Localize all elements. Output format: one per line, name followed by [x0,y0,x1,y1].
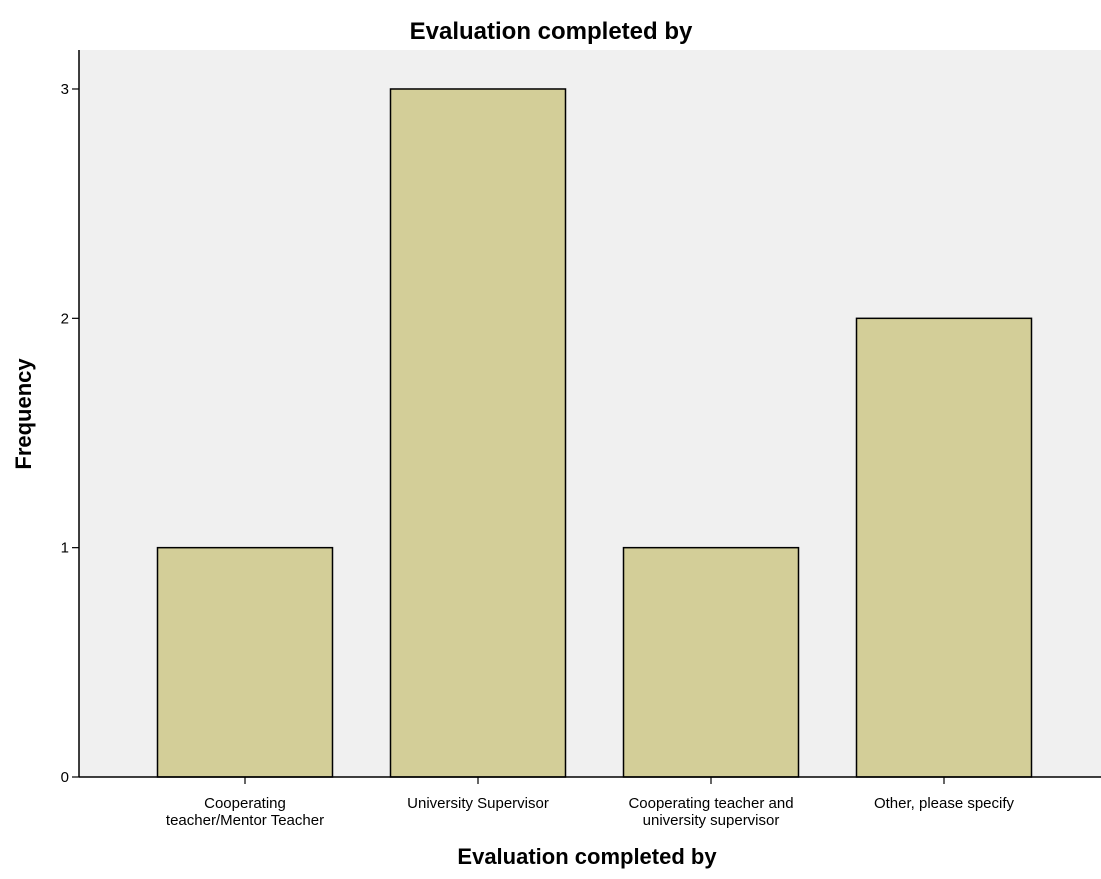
y-tick-label: 2 [61,310,69,327]
x-tick-label: Other, please specify [874,795,1015,812]
bars-group [156,88,1033,778]
y-ticks-group: 0 1 2 3 [61,81,79,786]
x-tick-label: University Supervisor [407,795,549,812]
bar [622,546,800,778]
x-tick-label: Cooperating teacher/Mentor Teacher [166,795,324,829]
bar [156,546,334,778]
chart-title: Evaluation completed by [410,18,693,45]
x-ticks-group: Cooperating teacher/Mentor Teacher Univers… [166,777,1015,829]
y-tick-label: 0 [61,769,69,786]
x-tick-label: Cooperating teacher and university superv… [628,795,793,829]
bar [389,88,567,778]
y-tick-label: 1 [61,540,69,557]
y-tick-label: 3 [61,81,69,98]
y-axis-title: Frequency [11,358,36,470]
bar [855,317,1033,778]
x-axis-title: Evaluation completed by [457,844,717,869]
